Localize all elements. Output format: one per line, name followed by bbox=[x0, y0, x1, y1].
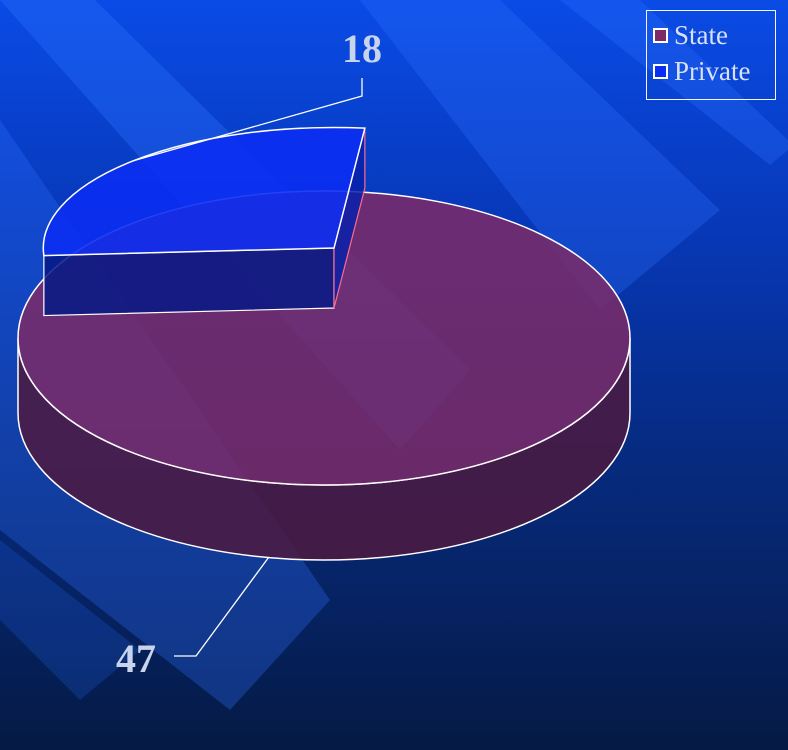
legend-label-state: State bbox=[674, 19, 728, 50]
legend-swatch-state bbox=[653, 27, 668, 43]
leader-line-state bbox=[174, 556, 270, 657]
data-label-private: 18 bbox=[342, 26, 382, 71]
pie-layer bbox=[17, 126, 631, 561]
chart-legend: State Private bbox=[646, 10, 776, 100]
legend-item-private: Private bbox=[653, 53, 775, 89]
legend-label-private: Private bbox=[674, 55, 751, 86]
pie-slice-private-side-left bbox=[43, 247, 335, 317]
leader-line-private bbox=[132, 78, 363, 162]
data-label-state: 47 bbox=[116, 636, 156, 681]
pie-slice-private bbox=[42, 126, 366, 257]
legend-item-state: State bbox=[653, 17, 775, 53]
legend-swatch-private bbox=[653, 63, 668, 79]
